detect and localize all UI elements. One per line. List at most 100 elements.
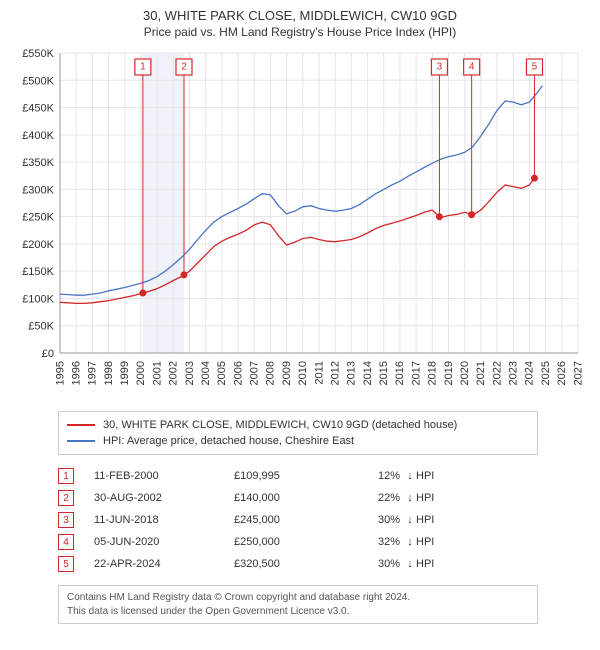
svg-text:£500K: £500K xyxy=(22,75,54,87)
hpi-label: HPI xyxy=(416,536,456,548)
transaction-delta: 30% xyxy=(344,558,404,570)
svg-text:2019: 2019 xyxy=(443,361,455,385)
svg-text:£50K: £50K xyxy=(28,321,54,333)
down-arrow-icon: ↓ xyxy=(404,558,416,570)
svg-text:2013: 2013 xyxy=(346,361,358,385)
legend: 30, WHITE PARK CLOSE, MIDDLEWICH, CW10 9… xyxy=(58,411,538,455)
svg-text:£350K: £350K xyxy=(22,157,54,169)
chart-wrap: £0£50K£100K£150K£200K£250K£300K£350K£400… xyxy=(8,45,592,405)
down-arrow-icon: ↓ xyxy=(404,514,416,526)
line-chart: £0£50K£100K£150K£200K£250K£300K£350K£400… xyxy=(8,45,592,405)
transaction-price: £140,000 xyxy=(234,492,344,504)
hpi-label: HPI xyxy=(416,470,456,482)
svg-text:£450K: £450K xyxy=(22,103,54,115)
transactions-table: 111-FEB-2000£109,99512%↓HPI230-AUG-2002£… xyxy=(58,465,538,575)
svg-text:£300K: £300K xyxy=(22,184,54,196)
transaction-badge: 3 xyxy=(58,512,74,528)
svg-text:5: 5 xyxy=(532,62,538,73)
svg-text:2005: 2005 xyxy=(216,361,228,385)
transaction-price: £320,500 xyxy=(234,558,344,570)
transaction-marker xyxy=(139,290,146,297)
transaction-price: £250,000 xyxy=(234,536,344,548)
down-arrow-icon: ↓ xyxy=(404,536,416,548)
svg-text:2010: 2010 xyxy=(297,361,309,385)
svg-text:£100K: £100K xyxy=(22,293,54,305)
transaction-marker xyxy=(436,213,443,220)
transaction-row: 2 30-AUG-2002£140,00022%↓HPI xyxy=(58,487,538,509)
transaction-delta: 30% xyxy=(344,514,404,526)
transaction-marker xyxy=(180,271,187,278)
transaction-badge: 5 xyxy=(58,556,74,572)
transaction-date: 30-AUG-2002 xyxy=(94,492,234,504)
series-hpi xyxy=(60,86,542,296)
transaction-date: 11-JUN-2018 xyxy=(94,514,234,526)
series-property xyxy=(60,178,534,303)
transaction-row: 4 05-JUN-2020£250,00032%↓HPI xyxy=(58,531,538,553)
transaction-row: 5 22-APR-2024£320,50030%↓HPI xyxy=(58,553,538,575)
svg-text:2004: 2004 xyxy=(200,361,212,385)
transaction-badge: 1 xyxy=(58,468,74,484)
legend-label: 30, WHITE PARK CLOSE, MIDDLEWICH, CW10 9… xyxy=(103,417,457,433)
transaction-row: 3 11-JUN-2018£245,00030%↓HPI xyxy=(58,509,538,531)
svg-text:£250K: £250K xyxy=(22,212,54,224)
footer: Contains HM Land Registry data © Crown c… xyxy=(58,585,538,624)
svg-text:2003: 2003 xyxy=(184,361,196,385)
svg-text:1996: 1996 xyxy=(70,361,82,385)
svg-text:4: 4 xyxy=(469,62,475,73)
transaction-badge: 4 xyxy=(58,534,74,550)
svg-text:2025: 2025 xyxy=(540,361,552,385)
svg-text:£150K: £150K xyxy=(22,266,54,278)
svg-text:2009: 2009 xyxy=(281,361,293,385)
svg-text:3: 3 xyxy=(437,62,443,73)
svg-text:£400K: £400K xyxy=(22,130,54,142)
hpi-label: HPI xyxy=(416,514,456,526)
svg-text:2006: 2006 xyxy=(232,361,244,385)
svg-text:2024: 2024 xyxy=(524,361,536,385)
svg-text:2015: 2015 xyxy=(378,361,390,385)
svg-text:£550K: £550K xyxy=(22,48,54,60)
transaction-marker xyxy=(468,211,475,218)
svg-text:2023: 2023 xyxy=(508,361,520,385)
svg-text:2001: 2001 xyxy=(151,361,163,385)
svg-text:1997: 1997 xyxy=(87,361,99,385)
chart-container: 30, WHITE PARK CLOSE, MIDDLEWICH, CW10 9… xyxy=(0,0,600,650)
footer-line1: Contains HM Land Registry data © Crown c… xyxy=(67,591,529,605)
svg-text:2018: 2018 xyxy=(427,361,439,385)
legend-swatch xyxy=(67,424,95,426)
svg-text:2008: 2008 xyxy=(265,361,277,385)
svg-text:2000: 2000 xyxy=(135,361,147,385)
transaction-delta: 32% xyxy=(344,536,404,548)
svg-text:2016: 2016 xyxy=(394,361,406,385)
legend-swatch xyxy=(67,440,95,442)
svg-text:2021: 2021 xyxy=(475,361,487,385)
svg-text:2017: 2017 xyxy=(410,361,422,385)
transaction-price: £245,000 xyxy=(234,514,344,526)
svg-text:£200K: £200K xyxy=(22,239,54,251)
svg-text:2027: 2027 xyxy=(572,361,584,385)
svg-text:2002: 2002 xyxy=(168,361,180,385)
hpi-label: HPI xyxy=(416,558,456,570)
down-arrow-icon: ↓ xyxy=(404,470,416,482)
titles: 30, WHITE PARK CLOSE, MIDDLEWICH, CW10 9… xyxy=(8,8,592,39)
hpi-label: HPI xyxy=(416,492,456,504)
transaction-date: 05-JUN-2020 xyxy=(94,536,234,548)
svg-text:2011: 2011 xyxy=(313,361,325,385)
transaction-delta: 22% xyxy=(344,492,404,504)
svg-text:2020: 2020 xyxy=(459,361,471,385)
svg-text:1: 1 xyxy=(140,62,146,73)
legend-row: HPI: Average price, detached house, Ches… xyxy=(67,433,529,449)
title-main: 30, WHITE PARK CLOSE, MIDDLEWICH, CW10 9… xyxy=(8,8,592,23)
transaction-delta: 12% xyxy=(344,470,404,482)
svg-text:2026: 2026 xyxy=(556,361,568,385)
legend-label: HPI: Average price, detached house, Ches… xyxy=(103,433,354,449)
transaction-date: 11-FEB-2000 xyxy=(94,470,234,482)
title-sub: Price paid vs. HM Land Registry's House … xyxy=(8,25,592,39)
down-arrow-icon: ↓ xyxy=(404,492,416,504)
svg-text:2022: 2022 xyxy=(491,361,503,385)
svg-text:2014: 2014 xyxy=(362,361,374,385)
svg-text:2: 2 xyxy=(181,62,187,73)
transaction-date: 22-APR-2024 xyxy=(94,558,234,570)
svg-text:1998: 1998 xyxy=(103,361,115,385)
svg-text:2012: 2012 xyxy=(329,361,341,385)
transaction-badge: 2 xyxy=(58,490,74,506)
